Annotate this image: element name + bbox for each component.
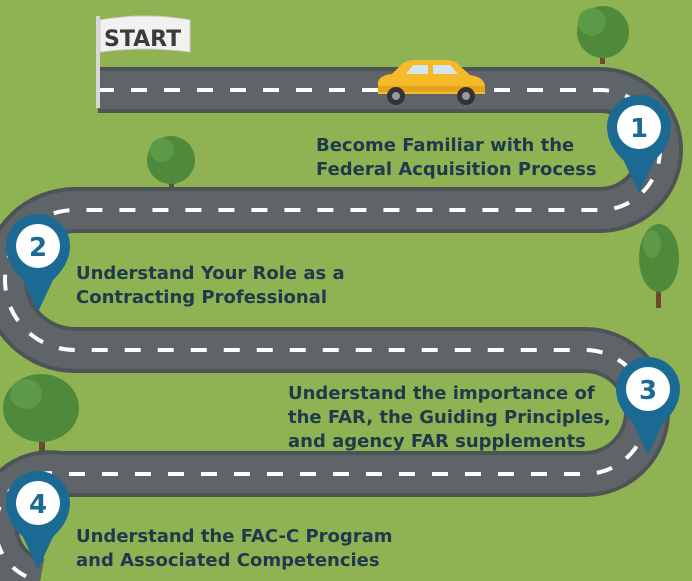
step-3-pin: 3	[616, 357, 680, 455]
step-4-caption: Understand the FAC-C Program and Associa…	[76, 525, 393, 573]
start-flag-label: START	[104, 27, 181, 52]
step-1-number: 1	[630, 114, 648, 144]
tree-icon	[639, 224, 679, 308]
car-icon	[378, 60, 485, 105]
tree-icon	[3, 374, 79, 456]
step-2-pin: 2	[6, 214, 70, 312]
step-4-line-2: and Associated Competencies	[76, 550, 380, 571]
step-3-line-2: the FAR, the Guiding Principles,	[288, 407, 611, 428]
step-2-line-2: Contracting Professional	[76, 287, 327, 308]
tree-icon	[147, 136, 195, 190]
step-1-pin: 1	[607, 95, 671, 193]
step-2-line-1: Understand Your Role as a	[76, 263, 345, 284]
start-flag: START	[96, 15, 191, 108]
tree-icon	[577, 6, 629, 64]
step-4-number: 4	[29, 490, 47, 520]
step-3-line-3: and agency FAR supplements	[288, 431, 586, 452]
step-4-pin: 4	[6, 471, 70, 569]
step-3-caption: Understand the importance of the FAR, th…	[288, 382, 611, 454]
step-1-line-2: Federal Acquisition Process	[316, 159, 597, 180]
step-1-caption: Become Familiar with the Federal Acquisi…	[316, 134, 597, 182]
step-2-number: 2	[29, 233, 47, 263]
step-4-line-1: Understand the FAC-C Program	[76, 526, 393, 547]
step-3-number: 3	[639, 376, 657, 406]
step-2-caption: Understand Your Role as a Contracting Pr…	[76, 262, 345, 310]
step-1-line-1: Become Familiar with the	[316, 135, 575, 156]
step-3-line-1: Understand the importance of	[288, 383, 595, 404]
